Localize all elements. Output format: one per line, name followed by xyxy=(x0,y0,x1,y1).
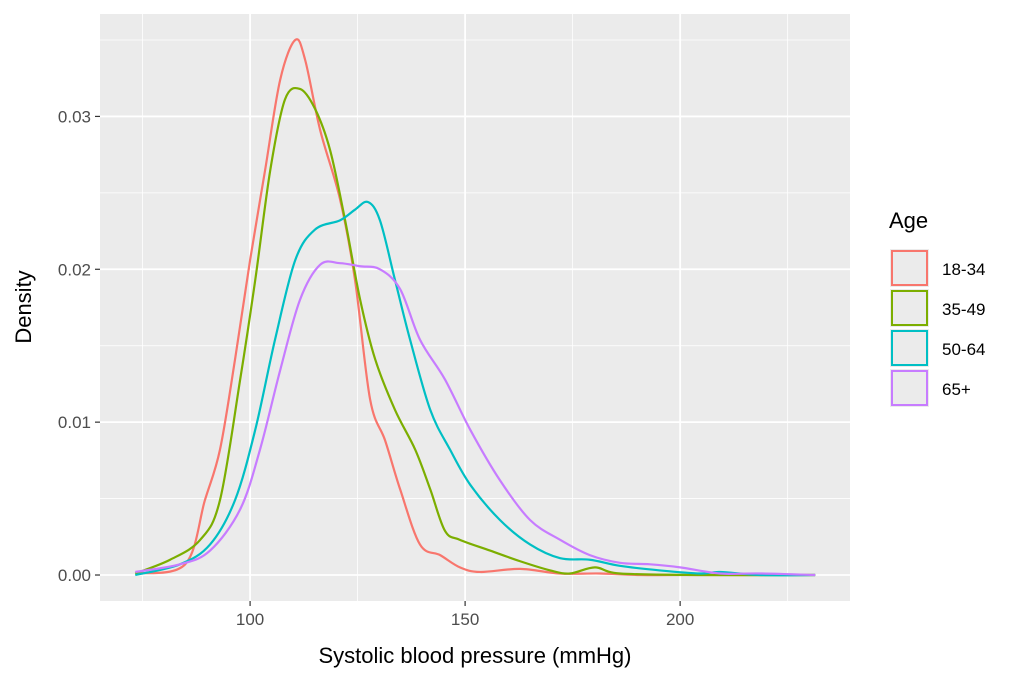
y-tick-label: 0.02 xyxy=(58,260,91,279)
legend-key-50-64 xyxy=(891,330,928,366)
legend-label: 18-34 xyxy=(942,260,985,279)
legend-label: 65+ xyxy=(942,380,971,399)
density-line-35-49 xyxy=(134,86,816,577)
legend-title: Age xyxy=(889,208,928,233)
legend-label: 50-64 xyxy=(942,340,985,359)
y-axis-label: Density xyxy=(11,270,36,343)
y-axis: 0.00 0.01 0.02 0.03 xyxy=(58,107,100,585)
legend-key-background xyxy=(889,368,930,408)
density-line-18-34 xyxy=(135,38,816,577)
panel-background xyxy=(100,14,850,601)
x-tick-label: 100 xyxy=(236,610,264,629)
x-tick-label: 150 xyxy=(451,610,479,629)
legend-key-background xyxy=(889,288,930,328)
y-tick-label: 0.01 xyxy=(58,413,91,432)
gridlines xyxy=(100,14,850,601)
legend-key-35-49 xyxy=(891,290,928,326)
legend: Age 18-34 35-49 50-64 65+ xyxy=(889,208,985,408)
density-curves xyxy=(134,38,816,577)
y-tick-label: 0.00 xyxy=(58,566,91,585)
density-line-65+ xyxy=(135,260,816,577)
x-axis-label: Systolic blood pressure (mmHg) xyxy=(319,643,632,668)
density-line-50-64 xyxy=(135,200,816,577)
legend-key-background xyxy=(889,328,930,368)
legend-label: 35-49 xyxy=(942,300,985,319)
legend-key-65+ xyxy=(891,370,928,406)
x-axis: 100 150 200 xyxy=(236,601,694,629)
legend-key-18-34 xyxy=(891,250,928,286)
y-tick-label: 0.03 xyxy=(58,107,91,126)
legend-key-background xyxy=(889,248,930,288)
x-tick-label: 200 xyxy=(666,610,694,629)
